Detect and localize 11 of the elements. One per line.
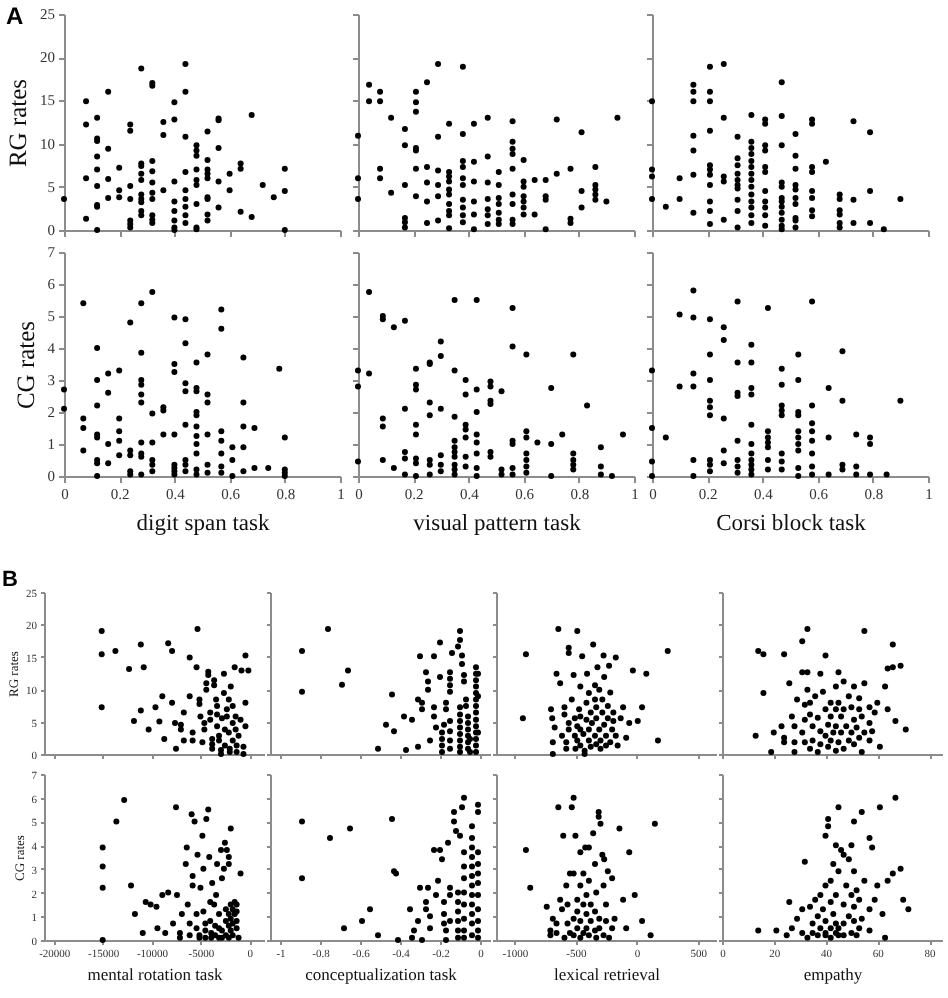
x-axis-title: visual pattern task	[413, 512, 582, 536]
text: A	[6, 2, 24, 30]
text: B	[2, 568, 18, 592]
x-axis-title: digit span task	[136, 512, 270, 536]
x-axis-title: Corsi block task	[716, 512, 867, 536]
y-axis-title: RG rates	[4, 78, 32, 168]
x-axis-title: mental rotation task	[87, 964, 224, 984]
x-axis-title: empathy	[803, 964, 864, 984]
y-axis-title: CG rates	[11, 320, 40, 410]
x-axis-title: conceptualization task	[305, 964, 459, 984]
x-axis-title: lexical retrieval	[553, 964, 662, 984]
